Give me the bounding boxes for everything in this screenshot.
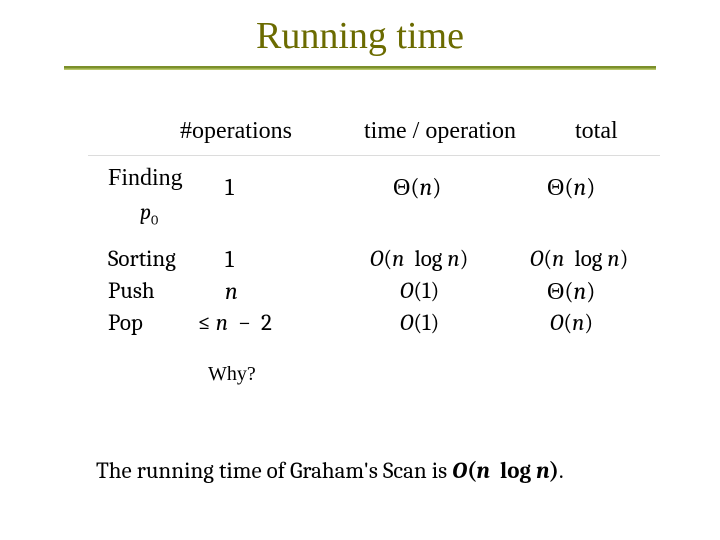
row-push-tpo: O(1): [400, 277, 439, 304]
conclusion: The running time of Graham's Scan is O(n…: [96, 457, 564, 484]
row-pop-ops: ≤ n − 2: [198, 309, 272, 336]
slide-title: Running time: [0, 0, 720, 58]
row-finding-label: Finding: [108, 165, 183, 192]
row-finding-sublabel: p0: [140, 199, 158, 228]
conclusion-bigO: O(n log n): [452, 457, 559, 484]
row-sorting-tpo: O(n log n): [370, 245, 468, 272]
title-underline: [64, 66, 656, 70]
row-push-ops: n: [225, 277, 238, 305]
why-label: Why?: [208, 363, 256, 386]
row-sorting-label: Sorting: [108, 245, 176, 272]
row-finding-tpo: Θ(n): [393, 173, 441, 202]
header-underline: [88, 155, 660, 156]
conclusion-prefix: The running time of Graham's Scan is: [96, 457, 452, 484]
row-push-total: Θ(n): [547, 277, 595, 306]
row-pop-total: O(n): [550, 309, 593, 336]
header-time-per-op: time / operation: [364, 118, 516, 145]
row-push-label: Push: [108, 277, 155, 304]
var-p-sub: 0: [151, 211, 158, 228]
row-pop-tpo: O(1): [400, 309, 439, 336]
row-finding-total: Θ(n): [547, 173, 595, 202]
row-pop-label: Pop: [108, 309, 143, 336]
row-sorting-ops: 1: [225, 245, 234, 273]
row-finding-ops: 1: [225, 173, 234, 201]
var-p: p: [140, 199, 151, 225]
header-operations: #operations: [180, 118, 292, 145]
conclusion-suffix: .: [559, 457, 564, 484]
row-sorting-total: O(n log n): [530, 245, 628, 272]
slide: Running time #operations time / operatio…: [0, 0, 720, 540]
header-total: total: [575, 118, 618, 145]
